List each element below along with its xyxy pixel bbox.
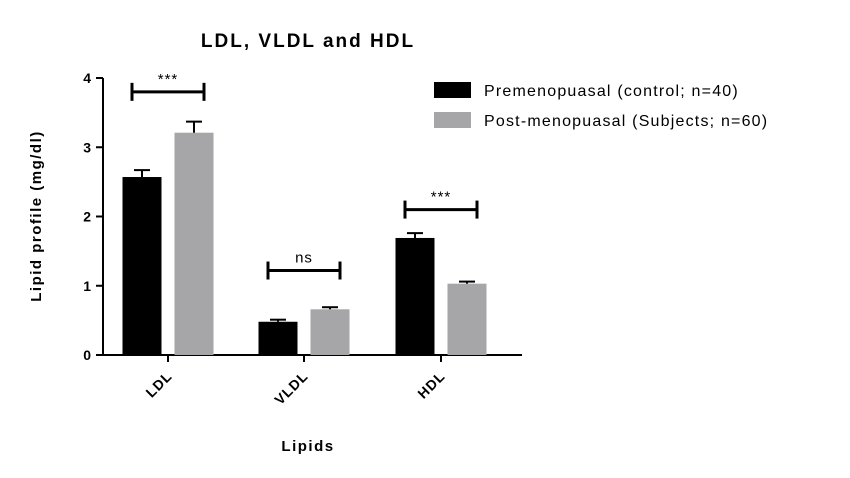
x-axis-label: Lipids [281,438,334,455]
significance-label: ns [295,250,313,267]
bar [310,309,350,355]
y-tick-label: 1 [83,278,91,294]
bar [447,283,487,355]
bar [395,237,435,355]
chart-title: LDL, VLDL and HDL [201,31,415,52]
y-tick-label: 4 [83,70,91,86]
bar [122,177,162,355]
bar [174,132,214,355]
legend-label: Post-menopuasal (Subjects; n=60) [484,113,768,130]
bar [258,321,298,355]
x-tick-label: LDL [142,368,175,401]
y-tick-label: 3 [83,139,91,155]
legend-swatch [434,112,471,128]
y-tick-label: 2 [83,209,91,225]
legend-label: Premenopuasal (control; n=40) [484,83,739,100]
legend-swatch [434,82,471,98]
significance-label: *** [158,71,179,88]
legend: Premenopuasal (control; n=40) Post-menopu… [434,82,768,130]
significance-label: *** [431,189,452,206]
y-axis-label: Lipid profile (mg/dl) [28,130,45,301]
x-tick-label: VLDL [271,368,311,408]
y-tick-label: 0 [83,347,91,363]
x-tick-label: HDL [414,368,448,402]
